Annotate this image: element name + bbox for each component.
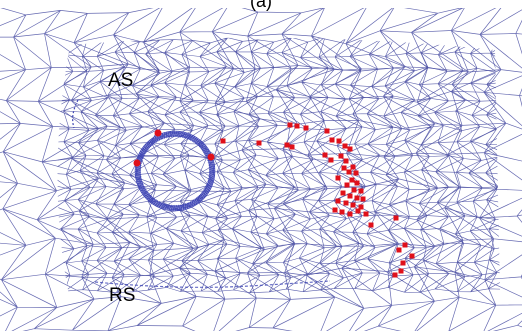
red-point bbox=[393, 215, 399, 221]
red-point bbox=[289, 144, 295, 150]
red-point bbox=[287, 122, 293, 128]
red-point bbox=[284, 142, 290, 148]
label-rs: RS bbox=[109, 285, 135, 306]
red-point bbox=[347, 146, 353, 152]
red-point bbox=[294, 123, 300, 129]
red-point bbox=[342, 143, 348, 149]
red-point bbox=[322, 152, 328, 158]
red-point bbox=[340, 190, 346, 196]
red-point bbox=[358, 204, 364, 210]
red-point bbox=[363, 211, 369, 217]
red-point bbox=[351, 187, 357, 193]
red-point bbox=[341, 165, 347, 171]
red-point bbox=[360, 196, 366, 202]
red-point bbox=[256, 140, 262, 146]
red-point bbox=[220, 138, 226, 144]
red-point bbox=[343, 158, 349, 164]
red-point bbox=[336, 138, 342, 144]
red-point bbox=[368, 222, 374, 228]
red-point bbox=[354, 180, 360, 186]
red-point bbox=[335, 198, 341, 204]
red-point bbox=[350, 202, 356, 208]
red-point bbox=[324, 128, 330, 134]
red-point bbox=[358, 188, 364, 194]
red-point bbox=[396, 247, 402, 253]
red-point bbox=[335, 175, 341, 181]
red-point bbox=[392, 272, 398, 278]
red-point bbox=[332, 207, 338, 213]
red-point bbox=[354, 195, 360, 201]
ring-marker bbox=[133, 159, 141, 167]
red-point bbox=[338, 153, 344, 159]
rs-trace bbox=[72, 99, 331, 288]
red-point bbox=[355, 208, 361, 214]
red-point bbox=[344, 182, 350, 188]
red-point bbox=[347, 211, 353, 217]
red-point bbox=[328, 157, 334, 163]
label-as: AS bbox=[108, 70, 133, 91]
red-point bbox=[349, 177, 355, 183]
panel-label: (a) bbox=[250, 0, 272, 11]
red-point bbox=[347, 193, 353, 199]
red-point bbox=[409, 253, 415, 259]
red-point bbox=[402, 242, 408, 248]
red-point bbox=[400, 260, 406, 266]
red-point bbox=[346, 169, 352, 175]
ring-marker bbox=[207, 153, 215, 161]
red-point bbox=[303, 125, 309, 131]
ring-marker bbox=[154, 129, 162, 137]
red-point bbox=[353, 170, 359, 176]
red-point bbox=[339, 209, 345, 215]
red-sample-points bbox=[133, 122, 415, 278]
circular-feature-ring bbox=[134, 130, 216, 212]
red-point bbox=[329, 137, 335, 143]
red-point bbox=[343, 200, 349, 206]
red-point bbox=[398, 268, 404, 274]
red-point bbox=[350, 164, 356, 170]
